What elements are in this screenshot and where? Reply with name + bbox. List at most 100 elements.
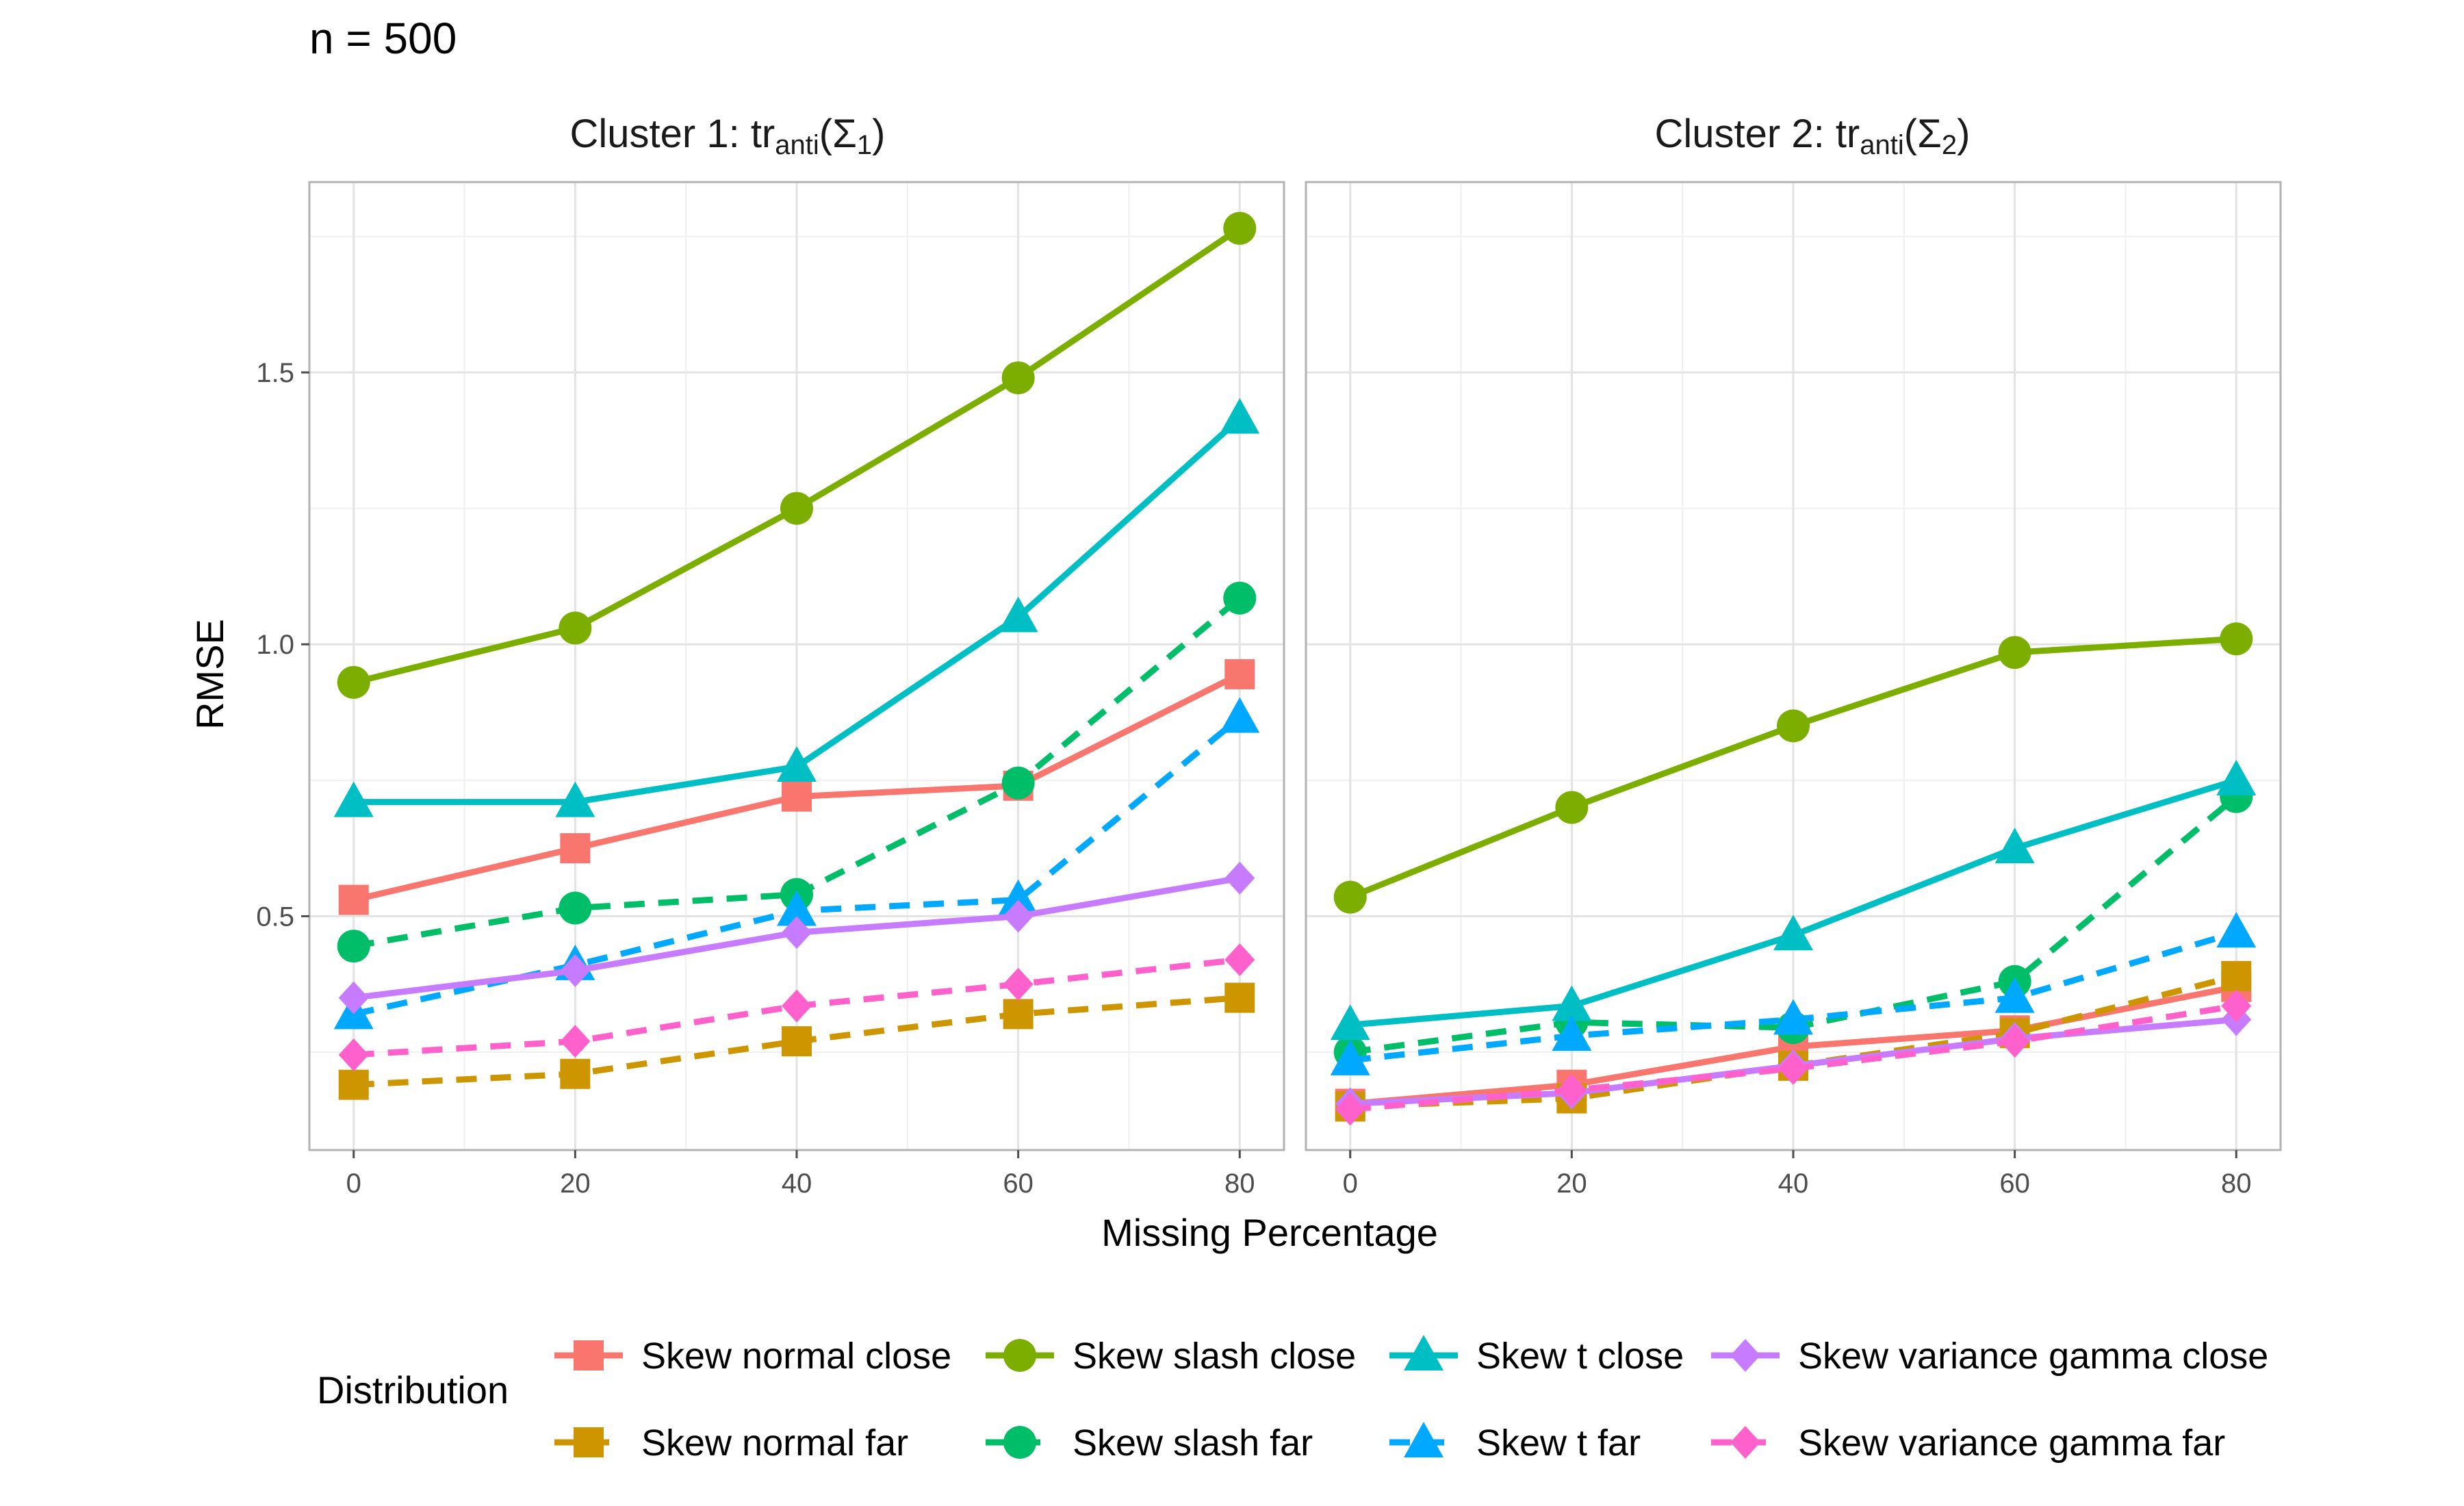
legend-item-skew-t-close: Skew t close	[1389, 1335, 1684, 1377]
data-point	[560, 1025, 591, 1058]
data-point	[2216, 912, 2257, 948]
data-point	[560, 954, 591, 987]
data-point	[1773, 999, 1813, 1035]
x-tick-label: 60	[1003, 1169, 1034, 1199]
y-tick-label: 1.0	[256, 630, 294, 660]
data-point	[1224, 659, 1255, 689]
legend-label: Skew t far	[1476, 1422, 1641, 1464]
data-point	[1552, 985, 1592, 1021]
legend-label: Skew t close	[1476, 1336, 1684, 1377]
data-point	[559, 891, 592, 925]
legend-key-marker	[1730, 1339, 1760, 1372]
legend-key-marker	[1730, 1426, 1760, 1459]
data-point	[333, 781, 374, 817]
data-point	[1220, 398, 1260, 434]
data-point	[1552, 1015, 1592, 1051]
data-point	[560, 1058, 591, 1089]
legend-key-marker	[574, 1340, 604, 1370]
data-point	[559, 611, 592, 645]
series-skew-slash-close	[337, 212, 1257, 699]
y-tick-label: 0.5	[256, 902, 294, 932]
data-point	[1003, 967, 1034, 1001]
data-point	[337, 665, 370, 699]
legend-title: Distribution	[317, 1368, 509, 1412]
data-point	[338, 981, 369, 1014]
y-axis-title: RMSE	[188, 619, 231, 730]
data-point	[782, 1026, 812, 1057]
data-point	[1001, 361, 1035, 394]
legend-item-skew-normal-close: Skew normal close	[554, 1336, 951, 1377]
legend-key-marker	[1404, 1422, 1443, 1457]
legend-key-marker	[1003, 1426, 1036, 1459]
y-tick-label: 1.5	[256, 358, 294, 388]
legend-label: Skew normal far	[641, 1422, 908, 1464]
data-point	[555, 781, 595, 817]
legend-item-skew-t-far: Skew t far	[1389, 1422, 1641, 1464]
data-point	[1333, 880, 1367, 914]
data-point	[1777, 709, 1810, 743]
series-skew-variance-gamma-close	[338, 861, 1255, 1014]
legend-label: Skew slash close	[1073, 1336, 1356, 1377]
data-point	[1224, 861, 1255, 895]
x-tick-label: 0	[1343, 1169, 1358, 1199]
data-point	[1335, 1093, 1365, 1126]
series-skew-t-close	[333, 398, 1260, 817]
data-point	[1330, 1004, 1370, 1041]
legend-label: Skew variance gamma far	[1798, 1422, 2225, 1464]
series-skew-slash-close	[1333, 622, 2253, 914]
series-skew-variance-gamma-far	[338, 943, 1255, 1071]
legend-label: Skew slash far	[1073, 1422, 1313, 1464]
data-point	[338, 884, 369, 915]
legend-item-skew-slash-far: Skew slash far	[986, 1422, 1313, 1464]
figure-title: n = 500	[309, 14, 457, 63]
legend-key-marker	[1404, 1335, 1443, 1370]
data-point	[2220, 622, 2253, 656]
x-tick-label: 80	[2221, 1169, 2252, 1199]
data-point	[782, 989, 812, 1023]
data-point	[1223, 581, 1257, 615]
data-point	[1773, 915, 1813, 951]
data-point	[782, 916, 812, 949]
data-point	[1223, 212, 1257, 245]
legend: Distribution Skew normal close Skew norma…	[317, 1335, 2268, 1464]
series-skew-variance-gamma-far	[1335, 989, 2252, 1126]
legend-item-skew-slash-close: Skew slash close	[986, 1336, 1356, 1377]
legend-label: Skew normal close	[641, 1336, 951, 1377]
legend-item-skew-variance-gamma-close: Skew variance gamma close	[1711, 1336, 2268, 1377]
series-skew-t-far	[1330, 912, 2257, 1075]
data-point	[337, 930, 370, 963]
data-point	[338, 1038, 369, 1071]
legend-item-skew-variance-gamma-far: Skew variance gamma far	[1711, 1422, 2225, 1464]
panel-cluster-2: Cluster 2: tranti(Σ2) 0 20 40 60 80	[1305, 112, 2282, 1199]
data-point	[1003, 999, 1034, 1030]
legend-item-skew-normal-far: Skew normal far	[554, 1422, 908, 1464]
x-tick-label: 40	[782, 1169, 812, 1199]
data-point	[1555, 791, 1589, 824]
data-point	[1999, 1025, 2030, 1058]
data-point	[1994, 977, 2035, 1013]
data-point	[1001, 766, 1035, 800]
data-point	[2216, 759, 2257, 795]
panel-title-cluster-1: Cluster 1: tranti(Σ1)	[570, 112, 886, 160]
data-point	[782, 781, 812, 812]
x-tick-label: 60	[1999, 1169, 2030, 1199]
x-tick-label: 80	[1224, 1169, 1255, 1199]
data-point	[998, 879, 1038, 915]
data-point	[338, 1069, 369, 1100]
x-tick-label: 20	[560, 1169, 591, 1199]
legend-label: Skew variance gamma close	[1798, 1336, 2268, 1377]
x-tick-label: 20	[1556, 1169, 1587, 1199]
data-point	[1998, 636, 2031, 669]
data-point	[1330, 1039, 1370, 1075]
data-point	[560, 833, 591, 864]
data-point	[998, 596, 1038, 633]
series-skew-normal-far	[338, 982, 1255, 1100]
x-tick-label: 40	[1778, 1169, 1809, 1199]
data-point	[780, 492, 813, 525]
data-point	[2221, 989, 2252, 1023]
legend-key-marker	[574, 1427, 604, 1457]
data-point	[1224, 982, 1255, 1013]
data-point	[2221, 960, 2252, 991]
data-point	[777, 745, 817, 782]
